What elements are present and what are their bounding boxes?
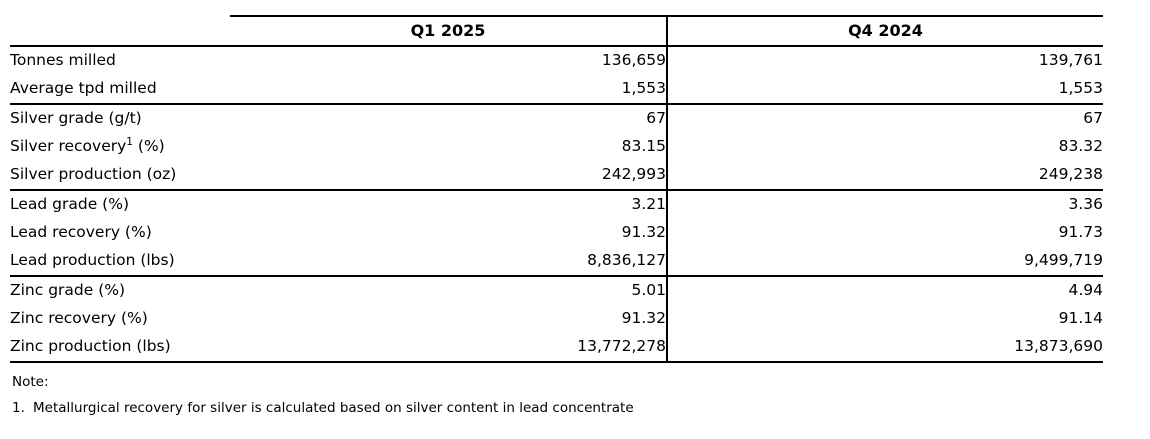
- q1-value: 136,659: [601, 51, 666, 70]
- note-item-text: Metallurgical recovery for silver is cal…: [33, 400, 634, 416]
- note-section: Note: 1. Metallurgical recovery for silv…: [12, 374, 634, 417]
- q1-value: 83.15: [621, 137, 666, 156]
- table-row-lead-recovery: Lead recovery (%) 91.32 91.73: [10, 219, 1103, 247]
- table-row-average-tpd-milled: Average tpd milled 1,553 1,553: [10, 75, 1103, 105]
- q1-value: 13,772,278: [230, 333, 667, 363]
- q1-value: 242,993: [230, 161, 667, 191]
- table-row-zinc-production: Zinc production (lbs) 13,772,278 13,873,…: [10, 333, 1103, 363]
- q1-value: 91.32: [621, 309, 666, 328]
- q4-value: 13,873,690: [666, 333, 1103, 363]
- q1-value: 3.21: [631, 195, 666, 214]
- note-heading: Note:: [12, 374, 49, 390]
- metric-label: Zinc recovery (%): [10, 309, 148, 328]
- q4-value: 83.32: [666, 133, 1103, 161]
- table-row-lead-grade: Lead grade (%) 3.21 3.36: [10, 190, 1103, 219]
- table-row-silver-recovery: Silver recovery1 (%) 83.15 83.32: [10, 133, 1103, 161]
- metric-label: Tonnes milled: [10, 51, 116, 70]
- column-header-q4-2024: Q4 2024: [666, 15, 1103, 47]
- metric-label: Silver recovery1 (%): [10, 133, 230, 161]
- q4-value: 3.36: [666, 190, 1103, 219]
- note-item-marker: 1.: [12, 400, 25, 416]
- metric-label: Lead recovery (%): [10, 223, 152, 242]
- metric-label: Zinc grade (%): [10, 281, 126, 300]
- q1-value: 67: [646, 109, 666, 128]
- q1-value: 91.32: [621, 223, 666, 242]
- header-row: Q1 2025 Q4 2024: [10, 15, 1103, 47]
- q4-value: 67: [666, 104, 1103, 133]
- table-row-zinc-recovery: Zinc recovery (%) 91.32 91.14: [10, 305, 1103, 333]
- metric-label: Average tpd milled: [10, 75, 230, 105]
- metric-label: Lead production (lbs): [10, 247, 230, 277]
- empty-corner-cell: [10, 16, 230, 47]
- q4-value: 91.73: [666, 219, 1103, 247]
- metric-label-unit: (%): [132, 137, 165, 156]
- table-row-lead-production: Lead production (lbs) 8,836,127 9,499,71…: [10, 247, 1103, 277]
- footnote-superscript: 1: [126, 136, 133, 149]
- table-row-tonnes-milled: Tonnes milled 136,659 139,761: [10, 46, 1103, 75]
- metric-label: Zinc production (lbs): [10, 333, 230, 363]
- column-header-q1-2025: Q1 2025: [230, 15, 667, 47]
- metric-label: Silver production (oz): [10, 161, 230, 191]
- q4-value: 139,761: [666, 46, 1103, 75]
- table-row-zinc-grade: Zinc grade (%) 5.01 4.94: [10, 276, 1103, 305]
- q1-value: 1,553: [230, 75, 667, 105]
- q4-value: 1,553: [666, 75, 1103, 105]
- q4-value: 91.14: [666, 305, 1103, 333]
- production-table: Q1 2025 Q4 2024 Tonnes milled 136,659 13…: [10, 15, 1103, 363]
- table-row-silver-production: Silver production (oz) 242,993 249,238: [10, 161, 1103, 191]
- q4-value: 249,238: [666, 161, 1103, 191]
- q4-value: 9,499,719: [666, 247, 1103, 277]
- metric-label: Silver grade (g/t): [10, 109, 142, 128]
- metric-label: Lead grade (%): [10, 195, 129, 214]
- metric-label-text: Silver recovery: [10, 137, 127, 156]
- q1-value: 5.01: [631, 281, 666, 300]
- note-item: 1. Metallurgical recovery for silver is …: [12, 400, 634, 417]
- q1-value: 8,836,127: [230, 247, 667, 277]
- table-row-silver-grade: Silver grade (g/t) 67 67: [10, 104, 1103, 133]
- q4-value: 4.94: [666, 276, 1103, 305]
